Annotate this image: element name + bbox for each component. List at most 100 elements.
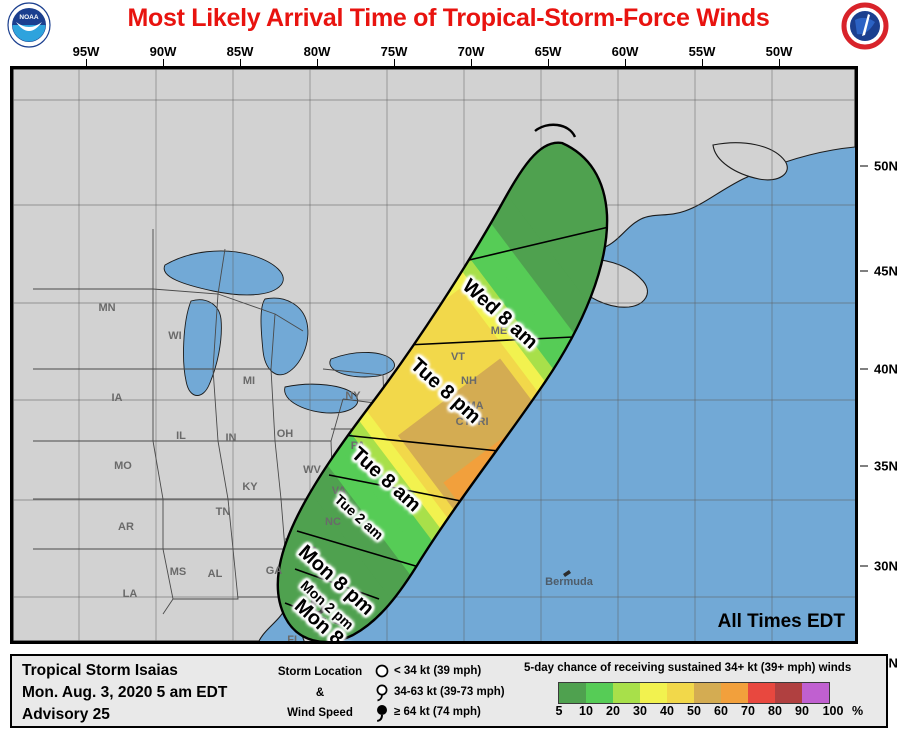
svg-text:6: 6 <box>310 588 327 621</box>
lat-label-45n: 45N <box>874 263 897 279</box>
legend-label-hurricane: ≥ 64 kt (74 mph) <box>394 706 481 718</box>
colorbar-swatch-20 <box>613 683 640 703</box>
lat-label-35n: 35N <box>874 458 897 474</box>
state-label-ia: IA <box>112 392 123 404</box>
lon-label-85w: 85W <box>226 44 254 59</box>
colorbar-swatch-60 <box>721 683 748 703</box>
lon-label-55w: 55W <box>688 44 716 59</box>
colorbar-tick-labels: 5 10 20 30 40 50 60 70 80 90 100 <box>540 704 870 722</box>
cone-outline <box>276 141 609 641</box>
state-label-ma: MA <box>466 400 483 412</box>
lat-tick <box>860 465 868 467</box>
state-label-sc: SC <box>301 545 316 557</box>
newfoundland <box>712 142 788 181</box>
state-label-wv: WV <box>303 464 321 476</box>
colorbar-swatch-5 <box>559 683 586 703</box>
bermuda-island-shape <box>563 570 571 577</box>
lon-tick <box>471 59 472 66</box>
lon-label-50w: 50W <box>765 44 793 59</box>
lon-tick <box>240 59 241 66</box>
lon-tick <box>86 59 87 66</box>
colorbar-tick-40: 40 <box>660 704 674 718</box>
wind-speed-symbol-list: < 34 kt (39 mph) 34-63 kt (39-73 mph) ≥ … <box>374 661 505 723</box>
state-label-in: IN <box>226 432 237 444</box>
state-label-al: AL <box>208 568 223 580</box>
lat-tick <box>860 565 868 567</box>
colorbar-tick-60: 60 <box>714 704 728 718</box>
state-label-il: IL <box>176 430 186 442</box>
state-label-la: LA <box>123 588 138 600</box>
legend-row-tropical-storm: 34-63 kt (39-73 mph) <box>374 682 505 703</box>
lon-tick <box>317 59 318 66</box>
colorbar-swatch-10 <box>586 683 613 703</box>
storm-name: Tropical Storm Isaias <box>22 662 178 679</box>
longitude-axis: 95W 90W 85W 80W 75W 70W 65W 60W 55W 50W <box>0 44 897 66</box>
symbol-title-line-3: Wind Speed <box>287 707 353 719</box>
lon-label-65w: 65W <box>534 44 562 59</box>
lon-label-80w: 80W <box>303 44 331 59</box>
storm-location-symbol: 6 <box>310 588 327 621</box>
state-label-oh: OH <box>277 428 294 440</box>
latitude-axis: 50N 45N 40N 35N 30N 25N <box>860 66 897 671</box>
lon-label-90w: 90W <box>149 44 177 59</box>
lon-tick <box>548 59 549 66</box>
state-label-va: VA <box>332 485 347 497</box>
lon-tick <box>702 59 703 66</box>
colorbar-swatch-70 <box>748 683 775 703</box>
colorbar-tick-5: 5 <box>555 704 563 718</box>
forecast-map[interactable]: MN WI MI IA IL IN OH MO KY WV TN AR MS A… <box>10 66 858 644</box>
colorbar-tick-50: 50 <box>687 704 701 718</box>
place-label-bermuda: Bermuda <box>545 576 594 588</box>
colorbar-tick-20: 20 <box>606 704 620 718</box>
colorbar-unit-label: % <box>852 704 864 718</box>
state-label-pa: PA <box>351 440 366 452</box>
state-label-vt: VT <box>451 351 465 363</box>
state-label-mo: MO <box>114 460 132 472</box>
ts-swirl-icon <box>374 682 392 703</box>
storm-info-block: Tropical Storm Isaias Mon. Aug. 3, 2020 … <box>22 660 227 726</box>
lon-tick <box>625 59 626 66</box>
page-header: NOAA Most Likely Arrival Time of Tropica… <box>0 0 897 50</box>
colorbar-tick-30: 30 <box>633 704 647 718</box>
colorbar-tick-10: 10 <box>579 704 593 718</box>
state-label-wi: WI <box>168 330 181 342</box>
legend-panel: Tropical Storm Isaias Mon. Aug. 3, 2020 … <box>10 654 888 728</box>
state-label-ny: NY <box>345 390 361 402</box>
legend-row-tropical-depression: < 34 kt (39 mph) <box>374 661 505 682</box>
colorbar-tick-70: 70 <box>741 704 755 718</box>
map-place-labels: Bermuda <box>545 570 594 588</box>
hurricane-swirl-icon <box>374 702 392 723</box>
symbol-title-line-1: Storm Location <box>277 666 363 678</box>
lon-label-70w: 70W <box>457 44 485 59</box>
lon-tick <box>779 59 780 66</box>
lon-label-60w: 60W <box>611 44 639 59</box>
legend-row-hurricane: ≥ 64 kt (74 mph) <box>374 702 505 723</box>
lat-tick <box>860 270 868 272</box>
colorbar-tick-100: 100 <box>822 704 844 718</box>
legend-label-tropical-depression: < 34 kt (39 mph) <box>394 665 482 677</box>
colorbar-tick-80: 80 <box>768 704 782 718</box>
probability-legend-title: 5-day chance of receiving sustained 34+ … <box>524 662 852 674</box>
lon-tick <box>163 59 164 66</box>
state-label-ri: RI <box>478 416 489 428</box>
lat-label-40n: 40N <box>874 361 897 377</box>
legend-label-tropical-storm: 34-63 kt (39-73 mph) <box>394 685 505 698</box>
state-label-ar: AR <box>118 521 134 533</box>
svg-text:NOAA: NOAA <box>19 14 38 21</box>
storm-location-wind-speed-title: Storm Location & Wind Speed <box>270 662 370 724</box>
state-label-mi: MI <box>243 375 255 387</box>
state-label-tn: TN <box>216 506 231 518</box>
lat-label-50n: 50N <box>874 158 897 174</box>
lat-label-30n: 30N <box>874 558 897 574</box>
storm-datetime: Mon. Aug. 3, 2020 5 am EDT <box>22 684 228 701</box>
symbol-title-line-2: & <box>315 686 325 699</box>
lon-label-75w: 75W <box>380 44 408 59</box>
lon-label-95w: 95W <box>72 44 100 59</box>
colorbar-swatch-40 <box>667 683 694 703</box>
cone-north-hook <box>534 123 577 138</box>
colorbar-tick-90: 90 <box>795 704 809 718</box>
state-label-mn: MN <box>98 302 115 314</box>
state-label-ms: MS <box>170 566 187 578</box>
state-label-me: ME <box>491 325 508 337</box>
open-circle-icon <box>374 661 392 682</box>
